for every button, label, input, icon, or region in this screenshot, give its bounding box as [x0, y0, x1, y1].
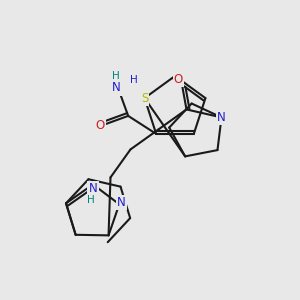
Text: O: O [174, 73, 183, 86]
Text: H: H [112, 71, 120, 81]
Text: N: N [112, 81, 121, 94]
Text: N: N [117, 196, 126, 209]
Text: H: H [87, 195, 95, 206]
Text: N: N [217, 111, 226, 124]
Text: S: S [141, 92, 148, 105]
Text: H: H [130, 75, 138, 85]
Text: N: N [88, 182, 98, 195]
Text: O: O [96, 119, 105, 132]
